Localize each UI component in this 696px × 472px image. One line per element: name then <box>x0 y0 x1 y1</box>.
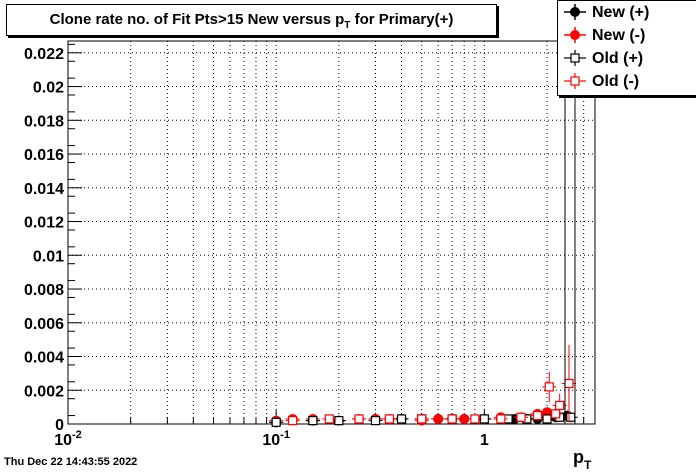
y-tick-label: 0.002 <box>24 383 64 400</box>
x-tick-label: 10-1 <box>262 429 290 449</box>
y-tick-label: 0.004 <box>24 350 64 367</box>
legend-label: New (-) <box>592 27 646 44</box>
y-tick-label: 0.014 <box>24 181 64 198</box>
data-point <box>566 412 576 422</box>
chart-title: Clone rate no. of Fit Pts>15 New versus … <box>49 11 454 31</box>
data-point <box>354 414 364 424</box>
data-point <box>564 378 574 389</box>
y-tick-label: 0.018 <box>24 113 64 130</box>
legend-item-old-minus: Old (-) <box>558 71 696 93</box>
y-tick-label: 0.02 <box>33 80 64 97</box>
y-axis: 0 0.002 0.004 0.006 0.008 0.01 0.012 0.014 0.016… <box>24 43 82 434</box>
data-point <box>417 414 427 424</box>
data-point <box>496 414 506 424</box>
timestamp: Thu Dec 22 14:43:55 2022 <box>4 456 138 468</box>
legend-label: Old (-) <box>592 73 640 90</box>
data-point <box>555 400 565 411</box>
legend: New (+) New (-) Old (+) Old (-) <box>557 0 696 96</box>
data-point <box>334 416 344 426</box>
legend-item-new-plus: New (+) <box>558 2 696 24</box>
data-series <box>269 344 578 428</box>
data-point <box>271 417 281 427</box>
filled-circle-marker-icon <box>564 27 586 43</box>
data-point <box>396 414 407 424</box>
series-old <box>285 344 576 426</box>
legend-label: Old (+) <box>592 50 644 67</box>
chart-title-box: Clone rate no. of Fit Pts>15 New versus … <box>6 4 497 36</box>
data-point <box>470 414 480 424</box>
y-tick-label: 0.016 <box>24 147 64 164</box>
data-point <box>532 410 543 421</box>
data-point <box>324 414 334 424</box>
open-square-marker-icon <box>564 50 586 66</box>
x-axis-label: pT <box>573 447 592 472</box>
plot-frame <box>67 40 596 425</box>
y-tick-label: 0.01 <box>33 248 64 265</box>
legend-item-old-plus: Old (+) <box>558 48 696 70</box>
legend-item-new-minus: New (-) <box>558 25 696 47</box>
data-point <box>542 414 552 424</box>
data-point <box>516 412 526 422</box>
data-point <box>459 413 470 424</box>
data-point <box>308 416 318 426</box>
y-tick-label: 0.008 <box>24 282 64 299</box>
grid-lines <box>68 41 595 424</box>
data-point <box>433 413 444 424</box>
x-tick-label: 10-2 <box>54 429 82 449</box>
y-tick-label: 0.022 <box>24 46 64 63</box>
legend-label: New (+) <box>592 4 650 21</box>
y-tick-label: 0.012 <box>24 215 64 232</box>
y-tick-label: 0.006 <box>24 316 64 333</box>
filled-circle-marker-icon <box>564 4 586 20</box>
data-point <box>551 409 561 419</box>
open-square-marker-icon <box>564 73 586 89</box>
data-point <box>370 416 381 426</box>
data-point <box>544 382 554 392</box>
data-point <box>288 416 298 426</box>
data-point <box>384 414 395 424</box>
overflow-error-bars <box>564 41 576 424</box>
data-point <box>447 414 457 424</box>
y-tick-label: 0 <box>55 417 64 434</box>
x-tick-label: 1 <box>480 432 489 449</box>
